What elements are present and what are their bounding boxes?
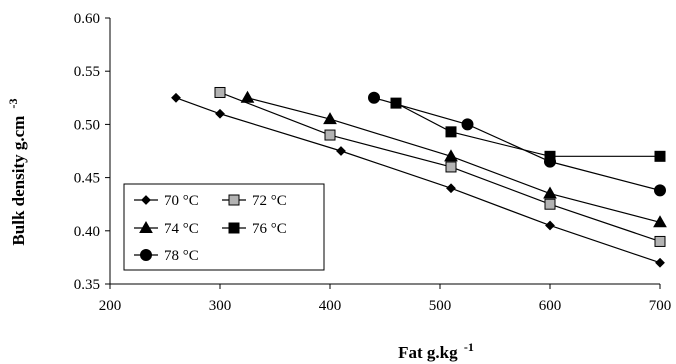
x-axis-title-sup: -1 [464, 340, 474, 354]
y-tick-label: 0.55 [74, 64, 100, 80]
series-1 [214, 86, 666, 247]
legend-entry-3: 76 °C [222, 221, 287, 237]
data-point-square [228, 194, 240, 206]
x-tick-label: 300 [209, 298, 232, 314]
y-axis-title-sup: -3 [6, 98, 20, 108]
data-point-circle [140, 249, 152, 261]
series-layer [171, 86, 667, 268]
data-point-diamond [655, 257, 665, 268]
y-axis-title: Bulk density g.cm -3 [6, 98, 28, 245]
legend-label: 70 °C [164, 193, 199, 209]
series-4 [368, 91, 666, 197]
x-tick-label: 500 [429, 298, 452, 314]
series-2 [240, 90, 667, 228]
series-line [395, 102, 660, 157]
data-point-diamond [336, 146, 346, 156]
y-tick-label: 0.45 [74, 171, 100, 187]
x-tick-label: 400 [319, 298, 342, 314]
x-tick-label: 600 [539, 298, 562, 314]
data-point-circle [654, 184, 666, 197]
legend-label: 78 °C [164, 248, 199, 264]
series-line [175, 97, 661, 264]
data-point-diamond [171, 92, 181, 103]
data-point-square [544, 198, 556, 210]
data-point-square [228, 222, 240, 234]
y-tick-label: 0.35 [74, 277, 100, 293]
data-point-circle [461, 118, 474, 131]
legend-entry-4: 78 °C [134, 248, 199, 264]
legend: 70 °C 72 °C 74 °C 76 °C 78 °C [123, 183, 325, 271]
data-point-circle [544, 155, 556, 168]
legend-label: 74 °C [164, 221, 199, 237]
data-point-square [445, 161, 457, 173]
series-line [373, 97, 661, 191]
y-tick-label: 0.60 [74, 11, 100, 27]
x-axis-title: Fat g.kg -1 [398, 340, 474, 362]
legend-entry-2: 74 °C [134, 220, 199, 237]
data-point-square [445, 126, 457, 138]
series-0 [171, 92, 665, 268]
y-axis-title-text: Bulk density g.cm [9, 116, 28, 246]
data-point-square [654, 235, 666, 247]
legend-entry-0: 70 °C [134, 193, 199, 209]
legend-box [123, 183, 325, 271]
data-point-diamond [446, 183, 456, 194]
data-point-square [214, 86, 226, 98]
data-point-diamond [215, 108, 225, 119]
data-point-square [654, 150, 666, 162]
data-point-triangle [444, 149, 458, 162]
data-point-diamond [545, 220, 555, 231]
data-point-circle [368, 91, 380, 104]
legend-label: 76 °C [252, 221, 287, 237]
data-point-triangle [240, 90, 255, 103]
legend-label: 72 °C [252, 193, 287, 209]
axes: 0.35 0.40 0.45 0.50 0.55 0.60 200 300 400 500 600 7… [74, 11, 672, 314]
data-point-square [324, 129, 336, 141]
x-axis-title-text: Fat g.kg [398, 343, 458, 362]
y-tick-label: 0.50 [74, 117, 100, 133]
x-tick-label: 700 [649, 298, 672, 314]
data-point-triangle [653, 215, 667, 228]
data-point-triangle [139, 220, 153, 233]
x-tick-label: 200 [99, 298, 122, 314]
y-tick-label: 0.40 [74, 224, 100, 240]
data-point-triangle [323, 112, 337, 125]
data-point-diamond [141, 195, 151, 205]
data-point-triangle [543, 186, 557, 199]
legend-entry-1: 72 °C [222, 193, 287, 209]
